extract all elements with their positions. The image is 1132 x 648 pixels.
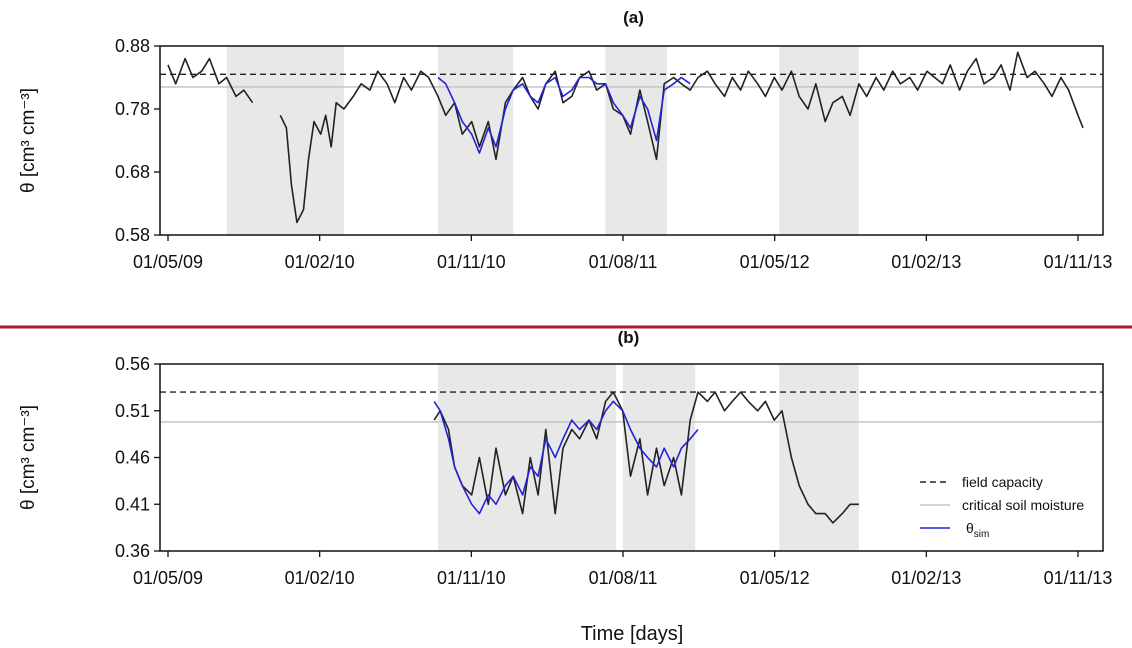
- panel-b: 0.36 0.41 0.46 0.51 0.56 01/05/09 01/02/10 01/1…: [18, 328, 1112, 588]
- y-axis-label: θ [cm³ cm⁻³]: [18, 405, 39, 510]
- series-group: [167, 51, 1084, 224]
- x-axis-label: Time [days]: [581, 623, 684, 645]
- x-tick-label: 01/02/10: [285, 568, 355, 588]
- legend: field capacity critical soil moisture θsim: [920, 474, 1084, 540]
- y-tick-label: 0.68: [115, 162, 150, 182]
- y-tick-label: 0.58: [115, 225, 150, 245]
- y-tick-label: 0.36: [115, 541, 150, 561]
- shaded-period-3: [779, 364, 859, 551]
- y-tick-label: 0.88: [115, 36, 150, 56]
- simulated-series-line: [433, 400, 699, 515]
- legend-label-critical: critical soil moisture: [962, 497, 1084, 513]
- legend-label-sim-subscript: sim: [974, 529, 990, 540]
- shaded-period-2: [437, 46, 514, 235]
- legend-label-sim: θsim: [966, 520, 989, 540]
- panel-a: 0.58 0.68 0.78 0.88 01/05/09 01/02/10 01/11/10…: [18, 8, 1112, 272]
- x-tick-label: 01/11/10: [437, 568, 506, 588]
- x-tick-label: 01/02/13: [891, 568, 961, 588]
- x-tick-label: 01/11/13: [1044, 252, 1113, 272]
- x-tick-label: 01/08/11: [589, 252, 658, 272]
- x-tick-label: 01/11/13: [1044, 568, 1113, 588]
- x-tick-label: 01/02/13: [891, 252, 961, 272]
- x-tick-label: 01/11/10: [437, 252, 506, 272]
- panel-title: (a): [623, 8, 644, 27]
- shaded-period-1: [437, 364, 617, 551]
- observed-series-line: [167, 51, 1084, 224]
- simulated-series-line: [437, 76, 691, 154]
- x-tick-label: 01/05/09: [133, 568, 203, 588]
- plot-frame: [159, 45, 1104, 236]
- panel-title: (b): [618, 328, 640, 347]
- observed-series-line: [433, 391, 859, 524]
- shaded-period-1: [226, 46, 344, 235]
- legend-label-field_capacity: field capacity: [962, 474, 1043, 490]
- x-tick-label: 01/05/12: [740, 252, 810, 272]
- y-tick-label: 0.41: [115, 494, 150, 514]
- y-tick-label: 0.46: [115, 448, 150, 468]
- x-tick-label: 01/05/09: [133, 252, 203, 272]
- y-tick-label: 0.56: [115, 354, 150, 374]
- x-tick-label: 01/05/12: [740, 568, 810, 588]
- series-group: [433, 391, 859, 524]
- x-tick-label: 01/02/10: [285, 252, 355, 272]
- y-tick-label: 0.51: [115, 401, 150, 421]
- x-tick-label: 01/08/11: [589, 568, 658, 588]
- y-axis-label: θ [cm³ cm⁻³]: [18, 88, 39, 193]
- y-tick-label: 0.78: [115, 99, 150, 119]
